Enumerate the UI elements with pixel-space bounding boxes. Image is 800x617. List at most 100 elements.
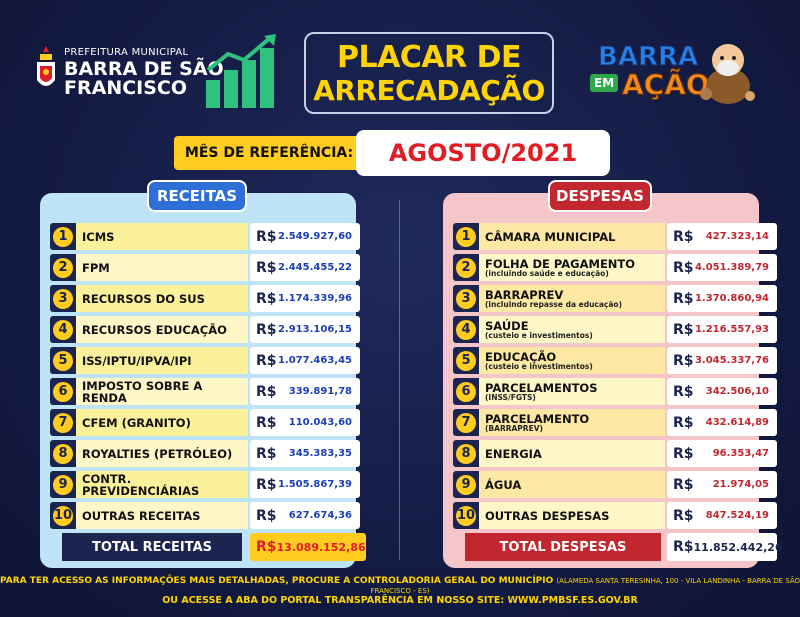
row-amount: R$ 1.216.557,93	[667, 316, 777, 343]
prefeitura-label: PREFEITURA MUNICIPAL	[64, 47, 189, 58]
row-value: 110.043,60	[288, 417, 352, 428]
receitas-row: 10 OUTRAS RECEITAS R$ 627.674,36	[50, 502, 360, 529]
row-label-text: ENERGIA	[485, 446, 542, 461]
row-name-cell: 2 FPM	[50, 254, 248, 281]
currency-symbol: R$	[673, 383, 694, 400]
row-label-text: ICMS	[82, 229, 115, 244]
row-label: BARRAPREV (incluindo repasse da educação)	[479, 285, 665, 312]
row-number: 9	[53, 474, 73, 495]
row-name-cell: 3 RECURSOS DO SUS	[50, 285, 248, 312]
row-amount: R$ 4.051.389,79	[667, 254, 777, 281]
row-label-text: OUTRAS RECEITAS	[82, 508, 201, 523]
row-number: 2	[456, 257, 476, 278]
footer-address: (ALAMEDA SANTA TERESINHA, 100 - VILA LAN…	[370, 577, 800, 595]
row-number-badge: 3	[50, 285, 76, 312]
row-label: FOLHA DE PAGAMENTO (incluindo saúde e edu…	[479, 254, 665, 281]
barra-em-acao-logo: BARRA EM AÇÃO	[588, 38, 758, 108]
row-name-cell: 7 PARCELAMENTO (BARRAPREV)	[453, 409, 665, 436]
footer-website-line: OU ACESSE A ABA DO PORTAL TRANSPARÊNCIA …	[162, 595, 638, 606]
row-label: CONTR. PREVIDENCIÁRIAS	[76, 471, 248, 498]
currency-symbol: R$	[673, 352, 694, 369]
row-amount: R$ 2.549.927,60	[250, 223, 360, 250]
row-number-badge: 10	[50, 502, 76, 529]
row-number-badge: 1	[453, 223, 479, 250]
currency-symbol: R$	[673, 507, 694, 524]
row-number-badge: 2	[453, 254, 479, 281]
currency-symbol: R$	[256, 414, 277, 431]
row-number-badge: 4	[453, 316, 479, 343]
row-number-badge: 8	[453, 440, 479, 467]
row-label-text: BARRAPREV	[485, 287, 564, 302]
currency-symbol: R$	[256, 352, 277, 369]
row-label: FPM	[76, 254, 248, 281]
row-number: 8	[456, 443, 476, 464]
receitas-row: 6 IMPOSTO SOBRE A RENDA R$ 339.891,78	[50, 378, 360, 405]
currency-symbol: R$	[256, 539, 277, 555]
divider	[399, 200, 400, 560]
row-name-cell: 10 OUTRAS RECEITAS	[50, 502, 248, 529]
row-amount: R$ 1.077.463,45	[250, 347, 360, 374]
despesas-row: 1 CÂMARA MUNICIPAL R$ 427.323,14	[453, 223, 777, 250]
title-line1: PLACAR DE	[337, 40, 522, 75]
row-label: OUTRAS DESPESAS	[479, 502, 665, 529]
despesas-row: 6 PARCELAMENTOS (INSS/FGTS) R$ 342.506,10	[453, 378, 777, 405]
row-value: 2.445.455,22	[277, 262, 352, 273]
row-name-cell: 7 CFEM (GRANITO)	[50, 409, 248, 436]
currency-symbol: R$	[673, 414, 694, 431]
row-number: 3	[456, 288, 476, 309]
total-despesas-amount: R$ 11.852.442,26	[667, 533, 783, 561]
currency-symbol: R$	[256, 383, 277, 400]
row-number-badge: 8	[50, 440, 76, 467]
row-sublabel: (incluindo repasse da educação)	[485, 299, 623, 309]
row-value: 2.549.927,60	[277, 231, 352, 242]
receitas-row: 5 ISS/IPTU/IPVA/IPI R$ 1.077.463,45	[50, 347, 360, 374]
row-amount: R$ 627.674,36	[250, 502, 360, 529]
receitas-row: 3 RECURSOS DO SUS R$ 1.174.339,96	[50, 285, 360, 312]
row-number-badge: 7	[453, 409, 479, 436]
row-value: 3.045.337,76	[694, 355, 769, 366]
row-value: 2.913.106,15	[277, 324, 352, 335]
row-sublabel: (BARRAPREV)	[485, 423, 543, 433]
despesas-row: 8 ENERGIA R$ 96.353,47	[453, 440, 777, 467]
despesas-row: 7 PARCELAMENTO (BARRAPREV) R$ 432.614,89	[453, 409, 777, 436]
row-name-cell: 8 ROYALTIES (PETRÓLEO)	[50, 440, 248, 467]
row-number: 2	[53, 257, 73, 278]
total-receitas-value: 13.089.152,86	[276, 540, 366, 554]
em-tag: EM	[590, 74, 619, 92]
row-value: 339.891,78	[288, 386, 352, 397]
row-number: 10	[456, 505, 476, 526]
currency-symbol: R$	[673, 539, 694, 555]
row-amount: R$ 1.370.860,94	[667, 285, 777, 312]
row-value: 627.674,36	[288, 510, 352, 521]
row-label-text: OUTRAS DESPESAS	[485, 508, 610, 523]
row-name-cell: 4 SAÚDE (custeio e investimentos)	[453, 316, 665, 343]
row-label: IMPOSTO SOBRE A RENDA	[76, 378, 248, 405]
row-label-text: ROYALTIES (PETRÓLEO)	[82, 446, 233, 461]
currency-symbol: R$	[256, 445, 277, 462]
row-number-badge: 6	[50, 378, 76, 405]
row-name-cell: 10 OUTRAS DESPESAS	[453, 502, 665, 529]
row-number-badge: 9	[453, 471, 479, 498]
row-value: 1.216.557,93	[694, 324, 769, 335]
despesas-row: 2 FOLHA DE PAGAMENTO (incluindo saúde e ed…	[453, 254, 777, 281]
currency-symbol: R$	[673, 445, 694, 462]
row-number: 3	[53, 288, 73, 309]
friar-mascot-icon	[700, 44, 755, 104]
row-sublabel: (custeio e investimentos)	[485, 361, 593, 371]
total-despesas-row: TOTAL DESPESAS R$ 11.852.442,26	[453, 533, 783, 561]
row-label: ISS/IPTU/IPVA/IPI	[76, 347, 248, 374]
receitas-row: 7 CFEM (GRANITO) R$ 110.043,60	[50, 409, 360, 436]
receitas-title: RECEITAS	[147, 180, 247, 212]
despesas-row: 3 BARRAPREV (incluindo repasse da educação…	[453, 285, 777, 312]
despesas-row: 9 ÁGUA R$ 21.974,05	[453, 471, 777, 498]
row-label-text: ÁGUA	[485, 477, 522, 492]
currency-symbol: R$	[256, 259, 277, 276]
row-name-cell: 5 ISS/IPTU/IPVA/IPI	[50, 347, 248, 374]
footer-info-line: PARA TER ACESSO AS INFORMAÇÕES MAIS DETA…	[0, 576, 800, 596]
row-value: 4.051.389,79	[694, 262, 769, 273]
row-label-text: SAÚDE	[485, 318, 529, 333]
row-label-text: RECURSOS EDUCAÇÃO	[82, 322, 227, 337]
row-label: EDUCAÇÃO (custeio e investimentos)	[479, 347, 665, 374]
currency-symbol: R$	[673, 476, 694, 493]
row-amount: R$ 345.383,35	[250, 440, 360, 467]
